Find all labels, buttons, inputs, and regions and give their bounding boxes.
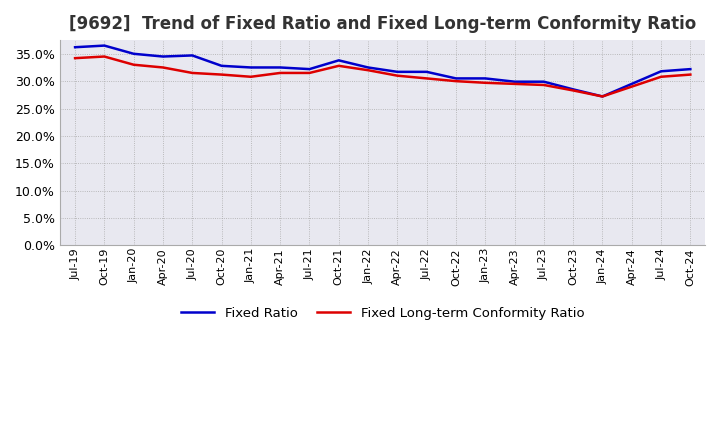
Fixed Long-term Conformity Ratio: [364, 68, 372, 73]
Fixed Long-term Conformity Ratio: [276, 70, 284, 76]
Fixed Long-term Conformity Ratio: [481, 80, 490, 85]
Fixed Long-term Conformity Ratio: [335, 63, 343, 69]
Fixed Ratio: [276, 65, 284, 70]
Fixed Ratio: [569, 87, 577, 92]
Fixed Long-term Conformity Ratio: [657, 74, 665, 79]
Fixed Long-term Conformity Ratio: [510, 81, 519, 87]
Fixed Long-term Conformity Ratio: [71, 55, 79, 61]
Fixed Ratio: [305, 66, 314, 72]
Fixed Long-term Conformity Ratio: [188, 70, 197, 76]
Fixed Long-term Conformity Ratio: [130, 62, 138, 67]
Fixed Ratio: [686, 66, 695, 72]
Fixed Long-term Conformity Ratio: [158, 65, 167, 70]
Fixed Ratio: [598, 94, 607, 99]
Fixed Ratio: [481, 76, 490, 81]
Fixed Ratio: [158, 54, 167, 59]
Fixed Ratio: [130, 51, 138, 56]
Fixed Long-term Conformity Ratio: [627, 84, 636, 89]
Fixed Ratio: [217, 63, 226, 69]
Fixed Ratio: [364, 65, 372, 70]
Fixed Long-term Conformity Ratio: [686, 72, 695, 77]
Fixed Ratio: [423, 69, 431, 74]
Fixed Ratio: [510, 79, 519, 84]
Line: Fixed Long-term Conformity Ratio: Fixed Long-term Conformity Ratio: [75, 56, 690, 96]
Fixed Ratio: [393, 69, 402, 74]
Fixed Long-term Conformity Ratio: [393, 73, 402, 78]
Fixed Long-term Conformity Ratio: [305, 70, 314, 76]
Line: Fixed Ratio: Fixed Ratio: [75, 46, 690, 96]
Fixed Ratio: [451, 76, 460, 81]
Title: [9692]  Trend of Fixed Ratio and Fixed Long-term Conformity Ratio: [9692] Trend of Fixed Ratio and Fixed Lo…: [69, 15, 696, 33]
Fixed Long-term Conformity Ratio: [598, 94, 607, 99]
Fixed Ratio: [627, 81, 636, 87]
Fixed Ratio: [539, 79, 548, 84]
Fixed Ratio: [71, 44, 79, 50]
Fixed Long-term Conformity Ratio: [217, 72, 226, 77]
Fixed Ratio: [335, 58, 343, 63]
Fixed Ratio: [657, 69, 665, 74]
Fixed Long-term Conformity Ratio: [569, 88, 577, 93]
Fixed Long-term Conformity Ratio: [100, 54, 109, 59]
Fixed Long-term Conformity Ratio: [539, 82, 548, 88]
Fixed Long-term Conformity Ratio: [246, 74, 255, 79]
Fixed Long-term Conformity Ratio: [451, 78, 460, 84]
Fixed Ratio: [246, 65, 255, 70]
Fixed Ratio: [188, 53, 197, 58]
Fixed Long-term Conformity Ratio: [423, 76, 431, 81]
Legend: Fixed Ratio, Fixed Long-term Conformity Ratio: Fixed Ratio, Fixed Long-term Conformity …: [176, 301, 590, 325]
Fixed Ratio: [100, 43, 109, 48]
